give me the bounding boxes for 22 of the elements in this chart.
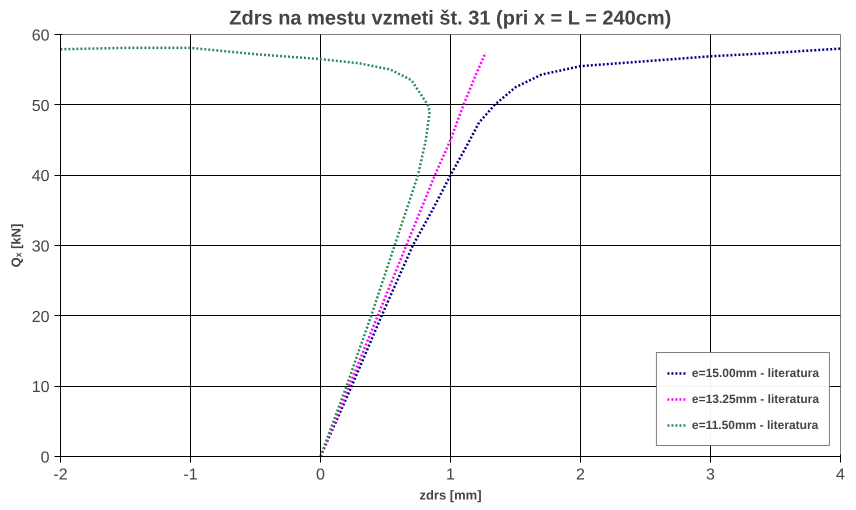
line-series bbox=[60, 46, 431, 456]
y-tick-label: 50 bbox=[32, 98, 50, 115]
legend-label: e=13.25mm - literatura bbox=[692, 392, 819, 406]
legend-label: e=11.50mm - literatura bbox=[692, 418, 818, 432]
x-tick-label: 2 bbox=[576, 466, 586, 484]
legend-label: e=15.00mm - literatura bbox=[692, 366, 819, 380]
y-tick-label: 30 bbox=[32, 238, 50, 256]
line-series bbox=[319, 52, 487, 456]
y-tick-label: 0 bbox=[40, 450, 50, 466]
y-axis-title: Qₓ [kN] bbox=[8, 224, 24, 268]
x-tick-label: -2 bbox=[53, 466, 68, 484]
x-axis-title: zdrs [mm] bbox=[419, 488, 482, 502]
chart-title: Zdrs na mestu vzmeti št. 31 (pri x = L = 240cm) bbox=[229, 8, 672, 30]
x-tick-label: 0 bbox=[316, 466, 326, 484]
y-tick-label: 60 bbox=[32, 28, 50, 44]
y-tick-label: 40 bbox=[32, 168, 50, 186]
x-tick-label: 1 bbox=[446, 466, 456, 484]
x-tick-label: 3 bbox=[706, 466, 716, 484]
x-tick-label: 4 bbox=[836, 466, 846, 484]
y-tick-label: 10 bbox=[32, 379, 50, 396]
y-tick-label: 20 bbox=[32, 308, 50, 326]
x-tick-label: -1 bbox=[183, 466, 198, 484]
